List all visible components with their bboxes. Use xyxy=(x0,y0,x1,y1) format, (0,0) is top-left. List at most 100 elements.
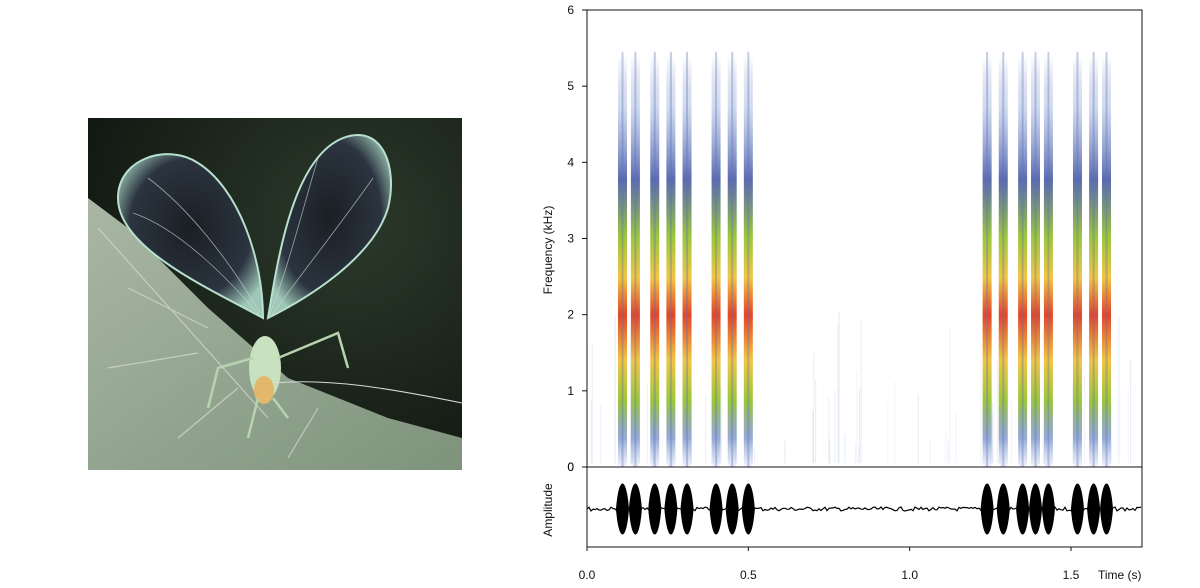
antenna xyxy=(272,381,462,404)
noise-streak xyxy=(705,394,707,464)
insect-legs xyxy=(206,331,350,439)
noise-streak xyxy=(1130,359,1132,464)
pulse-harmonic xyxy=(715,51,718,468)
waveform-pulse xyxy=(709,483,723,535)
noise-streak xyxy=(815,379,817,464)
noise-streak xyxy=(614,315,616,464)
spectrogram-pulse xyxy=(630,55,640,467)
noise-streak xyxy=(992,402,994,464)
pulse-harmonic xyxy=(621,51,624,468)
noise-streak xyxy=(887,403,889,464)
waveform-pulse xyxy=(648,483,662,535)
x-tick-label: 0.5 xyxy=(740,568,757,582)
pulse-harmonic xyxy=(1092,51,1095,468)
spectrogram-pulse xyxy=(617,55,627,467)
noise-streak xyxy=(856,370,858,464)
oscillogram-panel: 0 0.0 0.5 1.0 1.5 xyxy=(567,460,1143,582)
noise-streak xyxy=(1118,317,1120,464)
insect-head xyxy=(254,376,274,404)
waveform-pulse xyxy=(628,483,642,535)
noise-streak xyxy=(929,439,931,464)
leaf xyxy=(88,198,462,470)
noise-streak xyxy=(834,438,836,464)
y-tick-label: 4 xyxy=(567,155,574,169)
noise-streak xyxy=(753,447,755,464)
noise-streak xyxy=(1042,427,1044,464)
noise-streak xyxy=(917,393,919,464)
y-tick-label: 5 xyxy=(567,79,574,93)
spectrogram-pulse xyxy=(1031,55,1041,467)
pulse-harmonic xyxy=(1034,51,1037,468)
spectrogram-pulse xyxy=(682,55,692,467)
noise-streak xyxy=(996,359,999,464)
waveform-pulse xyxy=(1087,483,1101,535)
waveform-pulse xyxy=(996,483,1010,535)
noise-streak xyxy=(590,399,593,464)
noise-streak xyxy=(720,387,723,464)
pulse-harmonic xyxy=(731,51,734,468)
waveform-pulse xyxy=(664,483,678,535)
spectrogram-pulse xyxy=(1089,55,1099,467)
noise-streak xyxy=(1042,329,1044,464)
noise-streak xyxy=(945,432,947,464)
leaf-veins xyxy=(97,227,319,459)
wing-veins xyxy=(132,157,374,317)
waveform-pulse xyxy=(980,483,994,535)
noise-streak xyxy=(854,442,857,464)
pulse-harmonic xyxy=(653,51,656,468)
noise-streak xyxy=(947,440,949,464)
noise-streak xyxy=(828,438,831,464)
noise-streak xyxy=(991,413,993,464)
spectrogram-pulse xyxy=(982,55,992,467)
pulse-harmonic xyxy=(634,51,637,468)
noise-streak xyxy=(838,311,840,464)
waveform-pulse xyxy=(1029,483,1043,535)
noise-streak xyxy=(1010,400,1013,464)
noise-streak xyxy=(828,397,830,464)
noise-streak xyxy=(591,342,593,464)
oscillogram-frame xyxy=(586,466,1143,548)
spectrogram-pulse xyxy=(666,55,676,467)
y-tick-label: 2 xyxy=(567,308,574,322)
waveform-pulse xyxy=(725,483,739,535)
pulse-harmonic xyxy=(1105,51,1108,468)
spectrogram-pulse xyxy=(711,55,721,467)
noise-streak xyxy=(837,325,839,464)
pulse-harmonic xyxy=(1076,51,1079,468)
noise-streak xyxy=(894,381,896,464)
pulse-harmonic xyxy=(1047,51,1050,468)
spectrogram-pulse xyxy=(1018,55,1028,467)
noise-streak xyxy=(857,444,860,464)
spectrogram-panel: 0 1 2 3 4 5 6 xyxy=(567,3,1143,474)
waveform-pulse xyxy=(1016,483,1030,535)
pulse-harmonic xyxy=(1021,51,1024,468)
pulse-harmonic xyxy=(1002,51,1005,468)
noise-streak xyxy=(1084,375,1086,464)
noise-streak xyxy=(661,427,664,464)
spectrogram-pulse xyxy=(727,55,737,467)
y-tick-label: 6 xyxy=(567,3,574,17)
spectrogram-pulse xyxy=(743,55,753,467)
right-wing xyxy=(266,134,392,320)
left-wing xyxy=(116,153,265,320)
y-tick-label: 0 xyxy=(567,460,574,474)
waveform-pulse xyxy=(1100,483,1114,535)
spectrogram-pulse xyxy=(650,55,660,467)
katydid-photo xyxy=(88,118,462,470)
noise-streak xyxy=(813,353,815,464)
y-tick-label: 3 xyxy=(567,232,574,246)
noise-streak xyxy=(949,325,951,464)
spectrogram-pulse xyxy=(1102,55,1112,467)
x-tick-label: 1.5 xyxy=(1063,568,1080,582)
noise-streak xyxy=(980,359,982,464)
noise-streak xyxy=(600,404,602,464)
pulse-harmonic xyxy=(747,51,750,468)
noise-streak xyxy=(1071,383,1074,464)
noise-streak xyxy=(1110,404,1113,464)
y-tick-label-zero: 0 xyxy=(567,460,574,474)
noise-streak xyxy=(630,324,632,464)
noise-streak xyxy=(1127,387,1129,464)
waveform-pulse xyxy=(1041,483,1055,535)
amplitude-axis-label: Amplitude xyxy=(541,483,555,537)
